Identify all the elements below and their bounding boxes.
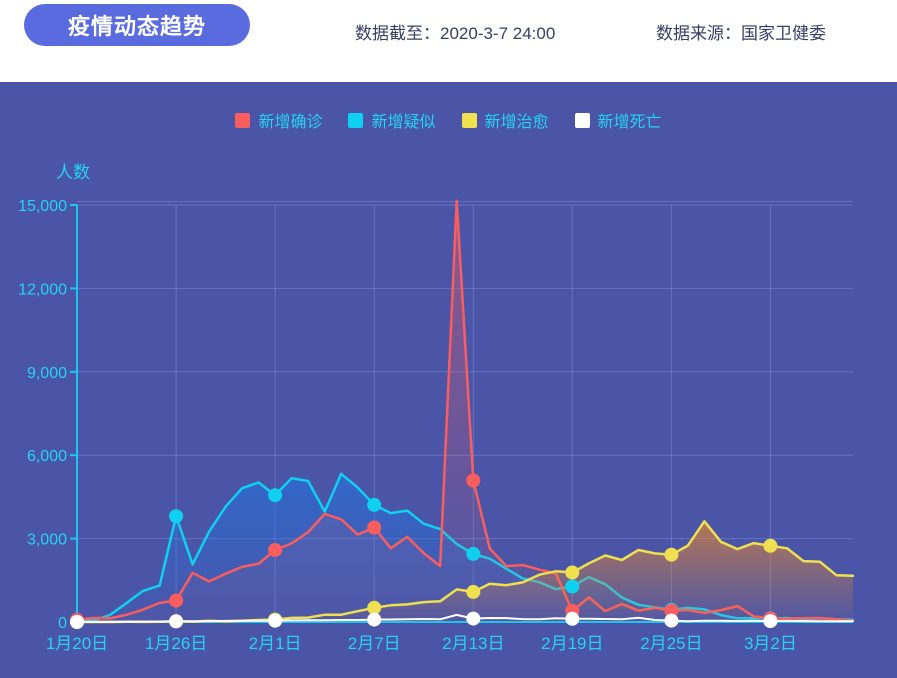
legend-item-cured[interactable]: 新增治愈	[461, 108, 549, 132]
marker-dot-deaths[interactable]	[268, 613, 283, 628]
y-tick-label: 12,000	[18, 281, 67, 298]
chart-legend: 新增确诊 新增疑似 新增治愈 新增死亡	[0, 108, 897, 132]
x-tick-label: 2月1日	[249, 634, 302, 653]
marker-dot-suspected[interactable]	[268, 488, 283, 503]
y-tick-label: 15,000	[18, 198, 67, 215]
series-area-confirmed	[77, 200, 853, 623]
marker-dot-confirmed[interactable]	[268, 543, 283, 557]
x-tick-label: 3月2日	[744, 634, 797, 653]
x-tick-label: 2月19日	[541, 634, 603, 653]
marker-dot-confirmed[interactable]	[169, 593, 184, 608]
marker-dot-deaths[interactable]	[763, 614, 778, 629]
marker-dot-cured[interactable]	[466, 584, 481, 599]
x-tick-label: 2月13日	[442, 634, 504, 653]
marker-dot-suspected[interactable]	[169, 509, 184, 524]
y-tick-label: 0	[58, 615, 67, 632]
legend-item-suspected[interactable]: 新增疑似	[348, 108, 436, 132]
data-cutoff-text: 数据截至：2020-3-7 24:00	[355, 24, 556, 43]
marker-dot-deaths[interactable]	[169, 614, 184, 629]
marker-dot-suspected[interactable]	[565, 579, 580, 594]
marker-dot-confirmed[interactable]	[367, 520, 382, 535]
marker-dot-suspected[interactable]	[367, 497, 382, 512]
y-tick-label: 6,000	[27, 448, 67, 465]
marker-dot-confirmed[interactable]	[466, 473, 481, 488]
marker-dot-cured[interactable]	[664, 547, 679, 562]
legend-swatch-cured	[461, 112, 477, 128]
legend-swatch-deaths	[574, 112, 590, 128]
x-tick-label: 1月26日	[145, 634, 207, 653]
marker-dot-cured[interactable]	[763, 538, 778, 553]
series-area-cured	[77, 521, 853, 622]
marker-dot-suspected[interactable]	[466, 546, 481, 561]
legend-label-suspected: 新增疑似	[371, 114, 436, 131]
x-tick-label: 1月20日	[46, 634, 108, 653]
legend-item-confirmed[interactable]: 新增确诊	[235, 108, 322, 132]
series-line-deaths	[76, 613, 854, 623]
marker-dot-cured[interactable]	[367, 600, 382, 615]
marker-dot-deaths[interactable]	[70, 615, 84, 629]
legend-swatch-confirmed	[235, 112, 251, 128]
marker-dot-deaths[interactable]	[565, 611, 580, 626]
legend-label-deaths: 新增死亡	[597, 114, 662, 131]
y-axis-title: 人数	[56, 163, 90, 182]
y-tick-label: 3,000	[27, 532, 67, 549]
legend-swatch-suspected	[348, 112, 364, 128]
marker-dot-confirmed[interactable]	[664, 603, 679, 618]
trend-chart[interactable]: 0 3,000 6,000 9,000 12,000 15,000 1月20日 1月26日 2月…	[0, 82, 897, 678]
chart-panel: 0 3,000 6,000 9,000 12,000 15,000 1月20日 1月26日 2月…	[0, 82, 897, 678]
marker-dot-deaths[interactable]	[466, 611, 481, 626]
header-bar: 疫情动态趋势 数据截至：2020-3-7 24:00 数据来源：国家卫健委	[0, 0, 897, 82]
marker-dot-cured[interactable]	[565, 565, 580, 580]
x-tick-label: 2月7日	[348, 634, 401, 653]
y-tick-label: 9,000	[27, 365, 67, 382]
data-source-text: 数据来源：国家卫健委	[656, 24, 826, 43]
legend-label-confirmed: 新增确诊	[258, 114, 323, 131]
page-title: 疫情动态趋势	[24, 4, 250, 46]
x-tick-label: 2月25日	[640, 634, 702, 653]
legend-label-cured: 新增治愈	[484, 114, 549, 131]
legend-item-deaths[interactable]: 新增死亡	[574, 108, 662, 132]
marker-dot-deaths[interactable]	[367, 612, 382, 627]
marker-dot-deaths[interactable]	[664, 613, 679, 628]
